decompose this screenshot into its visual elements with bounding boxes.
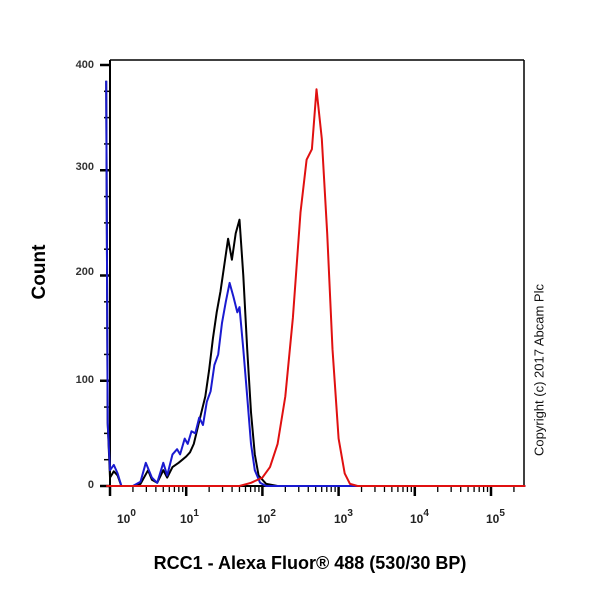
y-tick-label: 400 — [75, 59, 94, 71]
x-tick-label: 100 — [117, 508, 136, 526]
y-axis-label: Count — [29, 244, 50, 300]
x-axis-ticks — [108, 486, 515, 496]
y-tick-label: 100 — [75, 374, 94, 386]
x-tick-label: 101 — [180, 508, 199, 526]
black-histogram-line — [105, 80, 526, 487]
y-tick-label: 0 — [87, 479, 94, 491]
x-axis-label: RCC1 - Alexa Fluor® 488 (530/30 BP) — [153, 553, 467, 573]
copyright-annotation: Copyright (c) 2017 Abcam Plc — [531, 284, 547, 456]
x-tick-label: 102 — [257, 508, 276, 526]
blue-histogram-line — [105, 80, 526, 487]
y-tick-label: 200 — [75, 266, 94, 278]
histogram-series — [105, 80, 526, 487]
x-tick-label: 104 — [410, 508, 429, 526]
y-tick-label: 300 — [75, 161, 94, 173]
x-tick-label: 103 — [334, 508, 353, 526]
red-histogram-line — [106, 88, 526, 487]
x-tick-label: 105 — [486, 508, 505, 526]
